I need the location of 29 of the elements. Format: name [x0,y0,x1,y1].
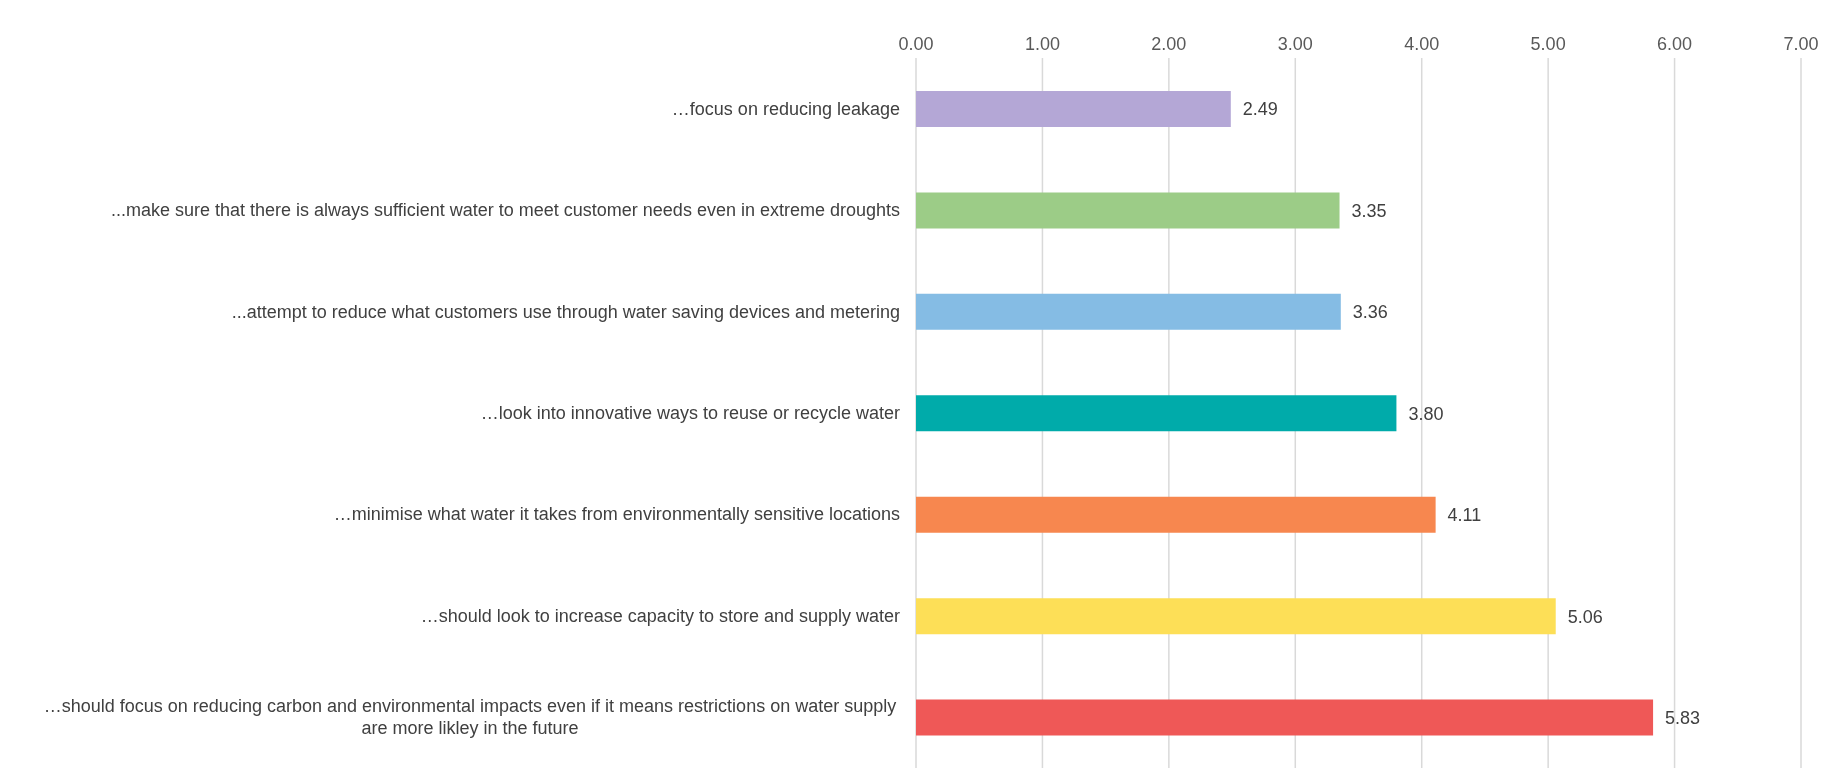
data-label: 5.06 [1567,606,1603,627]
bar [916,293,1341,330]
x-tick-label: 1.00 [1024,34,1060,54]
bar [916,699,1654,736]
data-label: 2.49 [1242,99,1278,120]
x-tick-label: 4.00 [1404,34,1440,54]
bar [916,598,1556,635]
bar [916,496,1436,533]
y-tick-label: ...make sure that there is always sufficient water to meet customer needs even in extreme droughts [110,200,900,221]
y-tick-label: …should look to increase capacity to store and supply water [420,605,900,626]
y-tick-label: …minimise what water it takes from environmentally sensitive locations [333,504,900,525]
x-tick-label: 7.00 [1783,34,1819,54]
data-label: 3.80 [1408,403,1444,424]
data-label: 3.35 [1351,200,1387,221]
bar [916,91,1231,127]
bar [916,192,1340,229]
data-label: 5.83 [1665,707,1701,728]
y-tick-label: …focus on reducing leakage [671,98,900,119]
data-label: 4.11 [1447,505,1482,526]
data-label: 3.36 [1352,302,1388,323]
x-tick-label: 3.00 [1277,34,1313,54]
y-tick-label: …should focus on reducing carbon and environmental impacts even if it means restrictions on water supply are more likley in the future [43,696,897,739]
y-tick-label: …look into innovative ways to reuse or recycle water [480,403,900,423]
x-tick-label: 6.00 [1657,34,1693,54]
y-tick-label: ...attempt to reduce what customers use through water saving devices and metering [231,301,901,322]
bar [916,395,1397,432]
x-tick-label: 2.00 [1151,34,1187,54]
x-tick-label: 5.00 [1530,34,1566,54]
x-tick-label: 0.00 [898,34,934,54]
